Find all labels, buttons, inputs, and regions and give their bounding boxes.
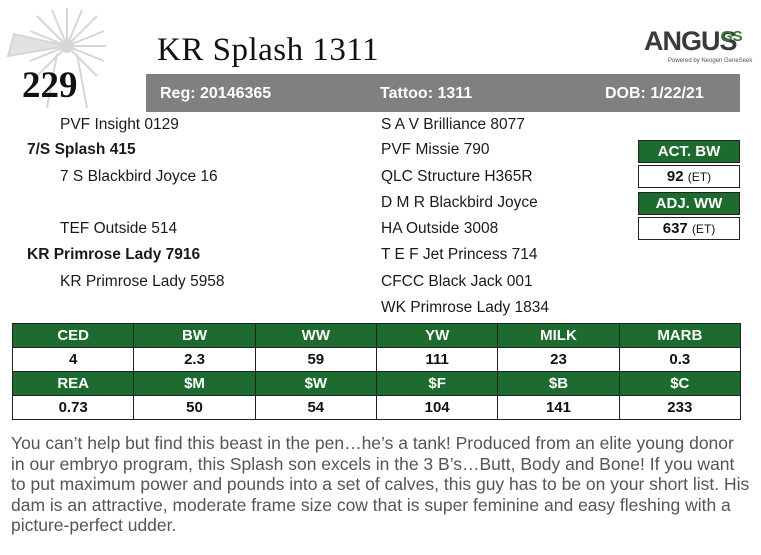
- index-value: 104: [375, 395, 499, 420]
- pedigree-sire-sire: PVF Insight 0129: [60, 116, 179, 133]
- pedigree-ancestor: CFCC Black Jack 001: [381, 273, 533, 290]
- index-header: $C: [618, 371, 742, 396]
- epd-header: MILK: [497, 323, 620, 348]
- epd-header: BW: [133, 323, 256, 348]
- index-header-row: REA $M $W $F $B $C: [11, 371, 742, 396]
- adjusted-weaning-weight-label: ADJ. WW: [638, 192, 740, 215]
- pedigree-ancestor: T E F Jet Princess 714: [381, 246, 538, 263]
- index-header: $W: [254, 371, 377, 396]
- adjusted-weaning-weight-note: (ET): [691, 222, 716, 236]
- actual-birth-weight-value: 92 (ET): [638, 165, 740, 188]
- index-header: REA: [11, 371, 135, 396]
- epd-value: 0.3: [618, 347, 742, 372]
- tattoo: Tattoo: 1311: [380, 85, 473, 102]
- lot-number: 229: [22, 65, 78, 106]
- index-header: $B: [497, 371, 620, 396]
- animal-name: KR Splash 1311: [157, 32, 380, 68]
- pedigree-ancestor: WK Primrose Lady 1834: [381, 299, 549, 316]
- index-value: 50: [133, 395, 256, 420]
- actual-birth-weight-note: (ET): [687, 170, 712, 184]
- logo-word: ANGUS: [644, 26, 738, 56]
- epd-value-row: 4 2.3 59 111 23 0.3: [11, 347, 742, 372]
- pedigree-sire-dam: 7 S Blackbird Joyce 16: [60, 168, 218, 185]
- index-value: 54: [254, 395, 377, 420]
- epd-header: CED: [11, 323, 135, 348]
- pedigree-ancestor: HA Outside 3008: [381, 220, 499, 237]
- pedigree-ancestor: PVF Missie 790: [381, 141, 490, 158]
- epd-value: 111: [375, 347, 499, 372]
- actual-birth-weight-number: 92: [666, 168, 684, 185]
- pedigree-dam-dam: KR Primrose Lady 5958: [60, 273, 225, 290]
- epd-value: 59: [254, 347, 377, 372]
- index-value: 141: [497, 395, 620, 420]
- epd-header: WW: [254, 323, 377, 348]
- epd-value: 4: [11, 347, 135, 372]
- description-text: You can’t help but find this beast in th…: [11, 433, 750, 535]
- epd-value: 2.3: [133, 347, 256, 372]
- pedigree-ancestor: QLC Structure H365R: [381, 168, 533, 185]
- epd-header: MARB: [618, 323, 742, 348]
- pedigree-ancestor: D M R Blackbird Joyce: [381, 194, 538, 211]
- date-of-birth: DOB: 1/22/21: [605, 85, 704, 102]
- windmill-watermark-icon: [6, 8, 106, 109]
- reg-number: Reg: 20146365: [160, 85, 272, 102]
- index-value: 0.73: [11, 395, 135, 420]
- actual-birth-weight-label: ACT. BW: [638, 140, 740, 163]
- pedigree-dam: KR Primrose Lady 7916: [27, 246, 201, 263]
- angus-gs-logo: ANGUS GS Powered by Neogen GeneSeek: [640, 26, 752, 70]
- epd-table: CED BW WW YW MILK MARB 4 2.3 59 111 23 0…: [11, 323, 742, 420]
- adjusted-weaning-weight-value: 637 (ET): [638, 217, 740, 240]
- index-header: $M: [133, 371, 256, 396]
- logo-tagline: Powered by Neogen GeneSeek: [668, 58, 753, 64]
- registration-bar: Reg: 20146365 Tattoo: 1311 DOB: 1/22/21: [146, 74, 740, 112]
- pedigree-ancestor: S A V Brilliance 8077: [381, 116, 525, 133]
- epd-value: 23: [497, 347, 620, 372]
- index-value-row: 0.73 50 54 104 141 233: [11, 395, 742, 420]
- logo-suffix: GS: [721, 28, 743, 45]
- index-value: 233: [618, 395, 742, 420]
- epd-header-row: CED BW WW YW MILK MARB: [11, 323, 742, 348]
- pedigree-sire: 7/S Splash 415: [27, 141, 136, 158]
- epd-header: YW: [375, 323, 499, 348]
- pedigree-dam-sire: TEF Outside 514: [60, 220, 178, 237]
- index-header: $F: [375, 371, 499, 396]
- adjusted-weaning-weight-number: 637: [662, 220, 688, 237]
